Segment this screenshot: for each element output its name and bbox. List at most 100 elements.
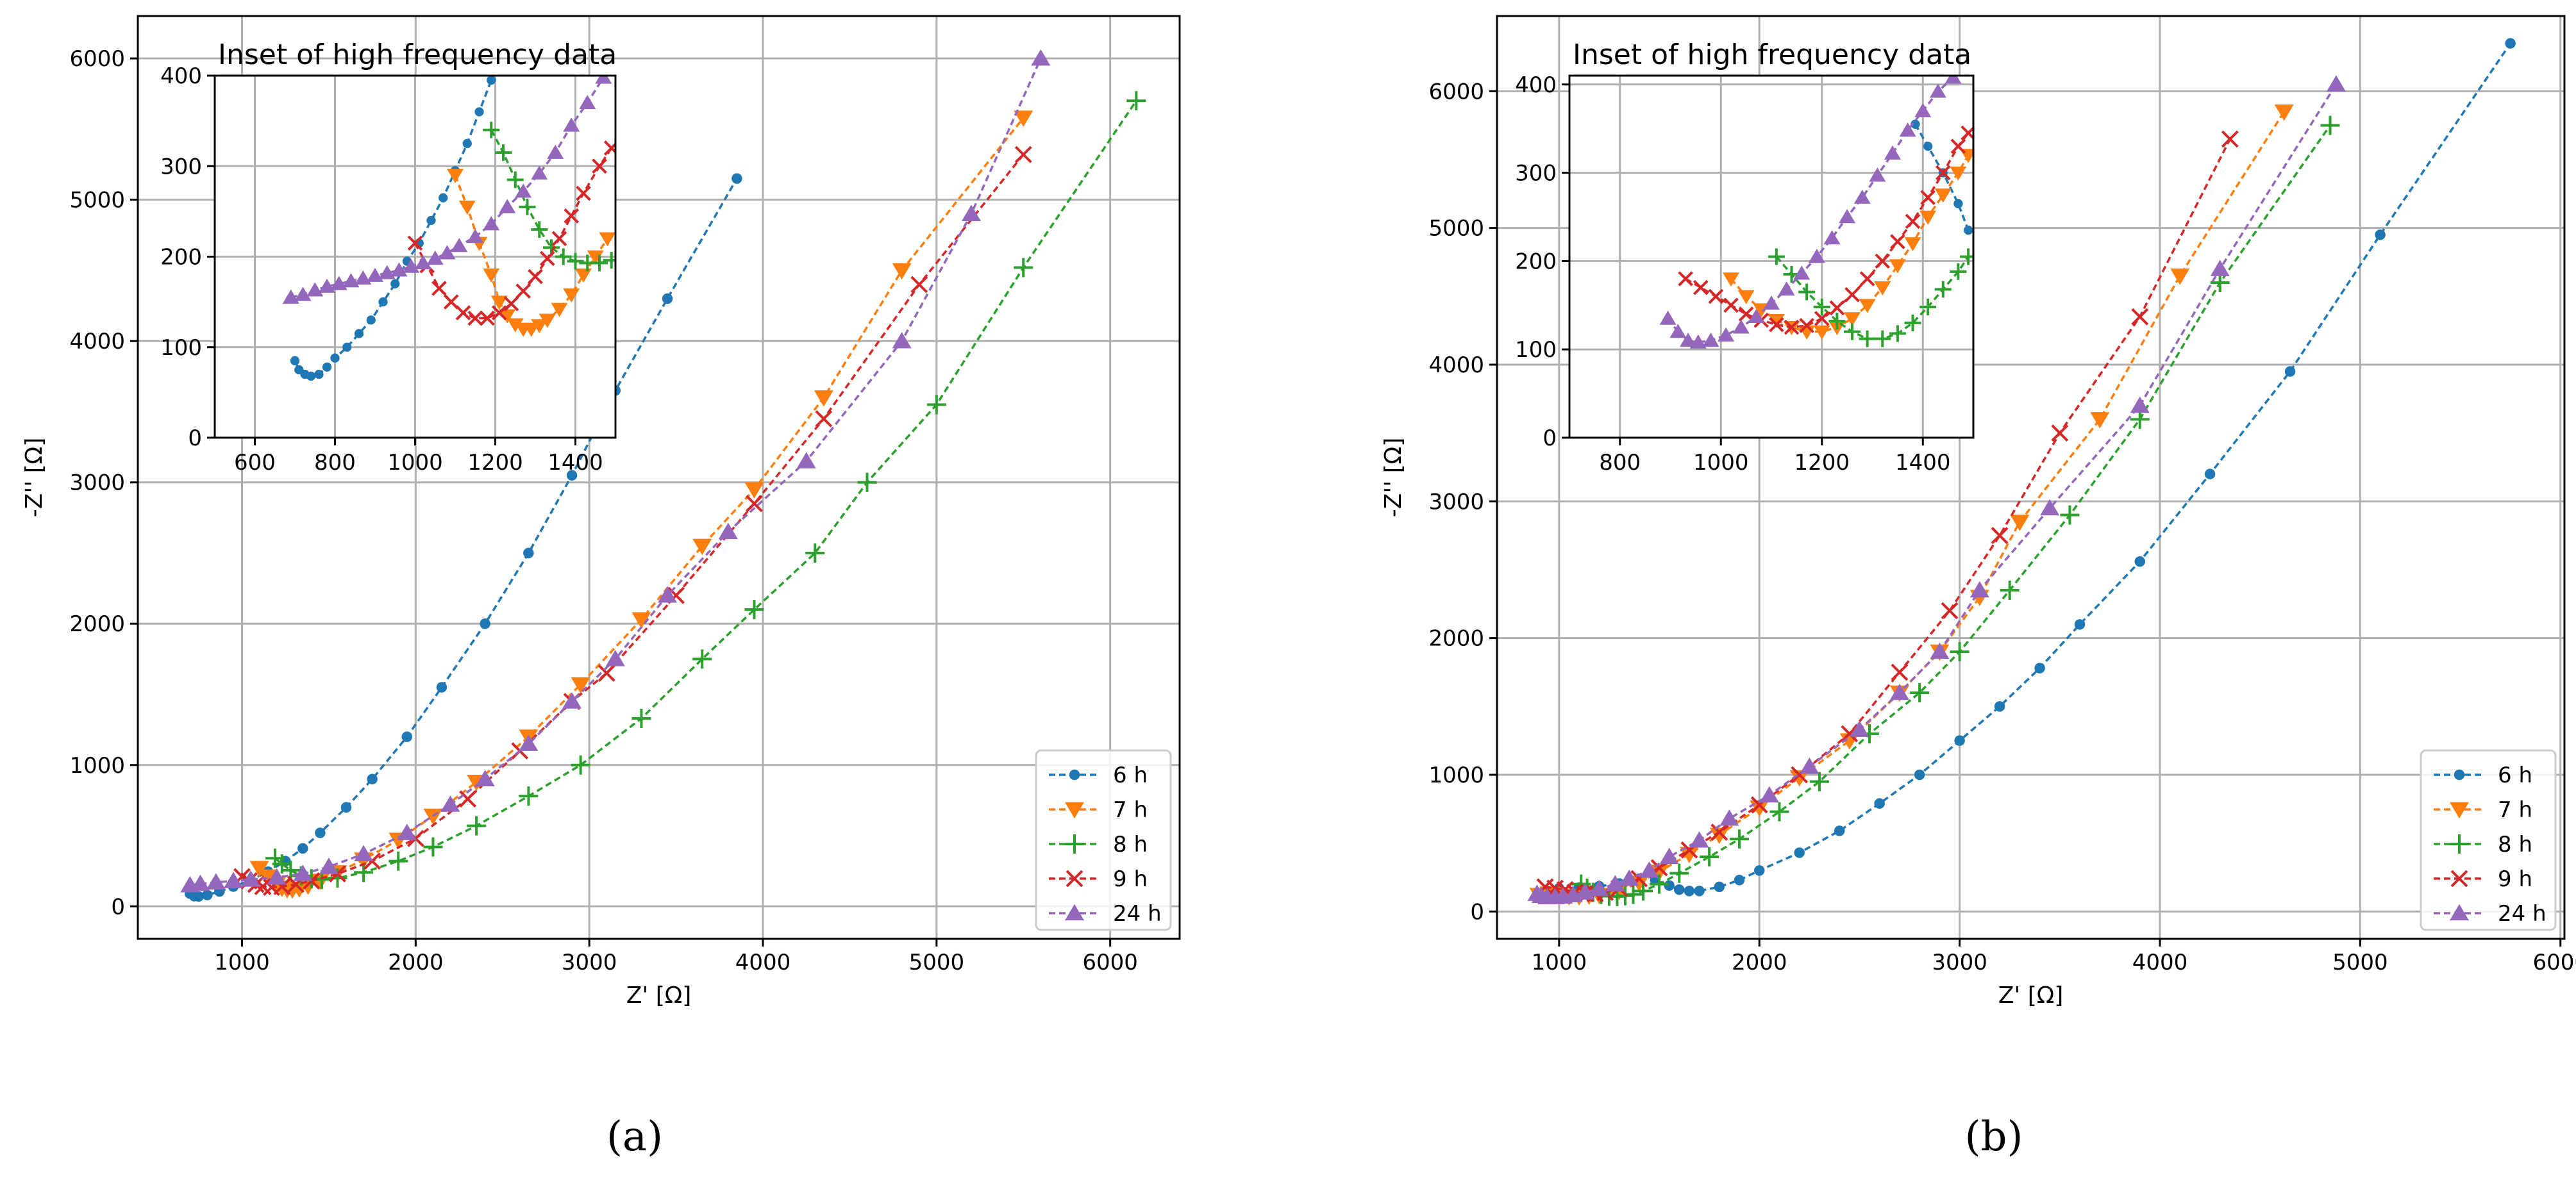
b-inset-data-point-8h [1859, 330, 1876, 347]
b-data-point-8h [1634, 881, 1653, 901]
b-x-tick-label: 1000 [1532, 950, 1587, 975]
b-inset-data-point-8h [1844, 323, 1861, 340]
b-data-point-6h [1794, 847, 1805, 858]
b-data-point-9h [2051, 424, 2069, 442]
a-inset-data-point-9h [455, 305, 471, 320]
a-inset-data-point-9h [491, 305, 507, 320]
a-data-point-24h [718, 522, 738, 540]
a-inset-y-tick-label: 300 [160, 154, 202, 179]
a-data-point-24h [605, 650, 625, 666]
b-data-point-8h [1809, 772, 1829, 791]
a-inset-y-tick-label: 400 [160, 63, 202, 89]
a-data-point-8h [571, 755, 590, 775]
a-x-tick-label: 4000 [735, 950, 791, 975]
b-inset-data-point-24h [1884, 145, 1901, 160]
b-y-tick-label: 5000 [1428, 216, 1484, 242]
a-inset-data-point-8h [506, 171, 524, 188]
b-data-point-6h [2284, 366, 2296, 377]
a-inset-data-point-7h [499, 309, 516, 324]
b-inset-series-group [1659, 76, 1973, 349]
b-data-point-6h [1753, 865, 1765, 876]
b-inset-data-point-24h [1702, 333, 1719, 347]
b-data-point-8h [1700, 847, 1719, 866]
a-inset-title: Inset of high frequency data [218, 38, 617, 71]
a-inset-data-point-6h [366, 315, 376, 325]
a-inset-data-point-6h [462, 138, 472, 149]
a-inset-data-point-9h [539, 251, 555, 267]
b-inset-data-point-8h [1919, 299, 1937, 316]
a-data-point-6h [367, 774, 378, 785]
a-data-point-7h [892, 263, 912, 280]
a-inset-data-point-9h [467, 310, 483, 326]
b-inset-x-tick-label: 800 [1599, 450, 1641, 476]
b-inset-data-point-6h [1963, 226, 1973, 235]
a-data-point-24h [190, 874, 210, 891]
b-data-point-6h [2034, 663, 2045, 674]
a-legend-marker [1065, 802, 1084, 819]
a-inset-data-point-9h [592, 158, 607, 174]
b-data-point-8h [2210, 273, 2230, 292]
a-inset-data-point-7h [483, 269, 500, 283]
b-legend-label: 6 h [2498, 763, 2532, 788]
a-data-point-6h [193, 891, 205, 902]
b-legend-label: 7 h [2498, 797, 2532, 823]
b-data-point-24h [1970, 581, 1989, 598]
b-data-point-24h [1589, 879, 1609, 897]
a-inset-data-point-7h [563, 288, 580, 303]
a-inset-data-point-6h [322, 362, 332, 372]
a-inset-y-tick-label: 200 [160, 245, 202, 270]
a-x-tick-label: 5000 [909, 950, 965, 975]
b-data-point-6h [2134, 556, 2145, 567]
a-data-point-7h [744, 482, 764, 499]
a-inset-data-point-6h [342, 342, 352, 352]
b-y-tick-label: 1000 [1428, 763, 1484, 788]
a-legend-label: 8 h [1113, 832, 1148, 857]
b-inset-data-point-6h [1923, 142, 1933, 151]
a-inset-data-point-9h [503, 296, 519, 311]
b-inset-data-point-24h [1669, 324, 1687, 338]
a-inset: 600 800 1000 1200 1400 0 100 200 300 400 Inset of … [160, 38, 617, 476]
b-data-point-8h [2000, 581, 2020, 600]
a-inset-data-point-6h [354, 329, 364, 338]
a-inset-data-point-9h [564, 208, 580, 224]
b-data-point-6h [1674, 884, 1685, 895]
a-data-point-24h [658, 586, 678, 603]
b-inset-data-point-8h [1934, 281, 1952, 298]
b-inset-data-point-7h [1904, 237, 1921, 252]
b-data-point-24h [1605, 875, 1625, 891]
b-inset-data-point-6h [1953, 199, 1963, 208]
b-data-point-24h [1850, 720, 1869, 737]
a-legend-label: 9 h [1113, 866, 1148, 892]
a-data-point-24h [223, 872, 243, 888]
b-data-point-6h [1874, 798, 1885, 809]
a-data-point-6h [480, 618, 490, 629]
a-data-point-24h [962, 204, 981, 221]
a-inset-data-point-7h [599, 232, 615, 247]
b-data-point-8h [2060, 505, 2080, 525]
a-data-point-8h [692, 649, 712, 669]
a-inset-data-point-24h [515, 183, 532, 198]
a-legend-marker [1065, 834, 1084, 854]
b-legend-label: 24 h [2498, 901, 2547, 927]
a-inset-data-point-24h [499, 199, 516, 213]
b-inset-data-point-7h [1889, 259, 1906, 274]
a-data-point-24h [562, 692, 582, 709]
b-inset-data-point-8h [1813, 299, 1830, 316]
b-inset-y-tick-label: 400 [1515, 72, 1557, 98]
b-inset-data-point-9h [1814, 311, 1830, 326]
a-inset-data-point-6h [487, 76, 496, 85]
a-inset-data-point-7h [551, 302, 568, 317]
a-data-point-24h [1031, 49, 1051, 66]
b-inset-data-point-9h [1829, 300, 1845, 316]
a-legend-label: 6 h [1113, 763, 1148, 788]
panel-b: 1000200030004000500060000100020003000400… [1380, 15, 2576, 1009]
a-inset-series-line-24h [290, 76, 605, 299]
a-inset-data-point-9h [407, 235, 423, 251]
b-inset-data-point-9h [1950, 138, 1966, 154]
a-y-tick-label: 3000 [69, 470, 125, 496]
a-data-point-9h [910, 276, 928, 294]
b-data-point-6h [1664, 880, 1675, 891]
b-data-point-6h [1994, 701, 2005, 712]
a-inset-data-point-24h [282, 289, 299, 304]
a-data-point-7h [1014, 110, 1033, 128]
